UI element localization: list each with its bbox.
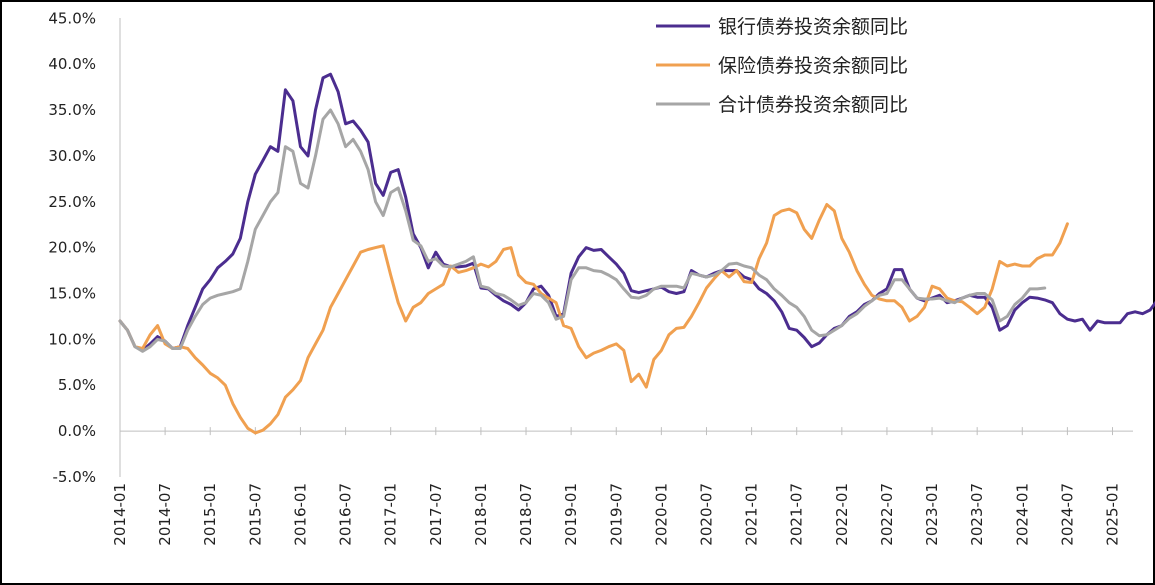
x-tick-label: 2017-01 bbox=[382, 483, 400, 546]
legend-label-1: 银行债券投资余额同比 bbox=[718, 16, 908, 38]
series-line-3 bbox=[118, 108, 1047, 353]
x-tick-label: 2016-07 bbox=[337, 483, 355, 546]
x-tick-label: 2014-07 bbox=[156, 483, 174, 546]
y-tick-label: 35.0% bbox=[48, 101, 96, 119]
y-tick-label: 45.0% bbox=[48, 9, 96, 27]
x-axis-labels: 2014-01 2014-07 2015-01 2015-07 2016-01 2016-… bbox=[111, 483, 1122, 546]
x-tick-label: 2022-01 bbox=[833, 483, 851, 546]
x-tick-label: 2018-01 bbox=[472, 483, 490, 546]
y-tick-label: 25.0% bbox=[48, 193, 96, 211]
x-tick-label: 2024-01 bbox=[1013, 483, 1031, 546]
legend-label-3: 合计债券投资余额同比 bbox=[718, 94, 908, 116]
y-tick-label: 40.0% bbox=[48, 55, 96, 73]
x-tick-label: 2025-01 bbox=[1104, 483, 1122, 546]
y-tick-label: 30.0% bbox=[48, 147, 96, 165]
y-axis-labels: -5.0% 0.0% 5.0% 10.0% 15.0% 20.0% 25.0% 30.0% 35… bbox=[48, 9, 96, 486]
legend-label-2: 保险债券投资余额同比 bbox=[718, 55, 908, 77]
x-tick-label: 2023-07 bbox=[968, 483, 986, 546]
x-tick-label: 2023-01 bbox=[923, 483, 941, 546]
x-tick-label: 2020-07 bbox=[697, 483, 715, 546]
series-line-1 bbox=[118, 72, 1155, 352]
y-tick-label: 5.0% bbox=[58, 376, 96, 394]
x-tick-label: 2019-07 bbox=[607, 483, 625, 546]
x-ticks bbox=[119, 427, 1114, 436]
x-tick-label: 2024-07 bbox=[1058, 483, 1076, 546]
x-tick-label: 2015-01 bbox=[201, 483, 219, 546]
x-tick-label: 2021-07 bbox=[788, 483, 806, 546]
y-tick-label: 20.0% bbox=[48, 239, 96, 257]
y-tick-label: 15.0% bbox=[48, 284, 96, 302]
y-tick-label: 10.0% bbox=[48, 330, 96, 348]
x-tick-label: 2016-01 bbox=[291, 483, 309, 546]
x-tick-label: 2017-07 bbox=[427, 483, 445, 546]
x-tick-label: 2022-07 bbox=[878, 483, 896, 546]
series-group bbox=[118, 72, 1155, 435]
y-tick-label: 0.0% bbox=[58, 422, 96, 440]
x-tick-label: 2014-01 bbox=[111, 483, 129, 546]
x-tick-label: 2021-01 bbox=[743, 483, 761, 546]
x-tick-label: 2020-01 bbox=[652, 483, 670, 546]
series-line-2 bbox=[118, 203, 1069, 435]
x-tick-label: 2018-07 bbox=[517, 483, 535, 546]
y-tick-label: -5.0% bbox=[52, 468, 96, 486]
x-tick-label: 2019-01 bbox=[562, 483, 580, 546]
x-tick-label: 2015-07 bbox=[246, 483, 264, 546]
